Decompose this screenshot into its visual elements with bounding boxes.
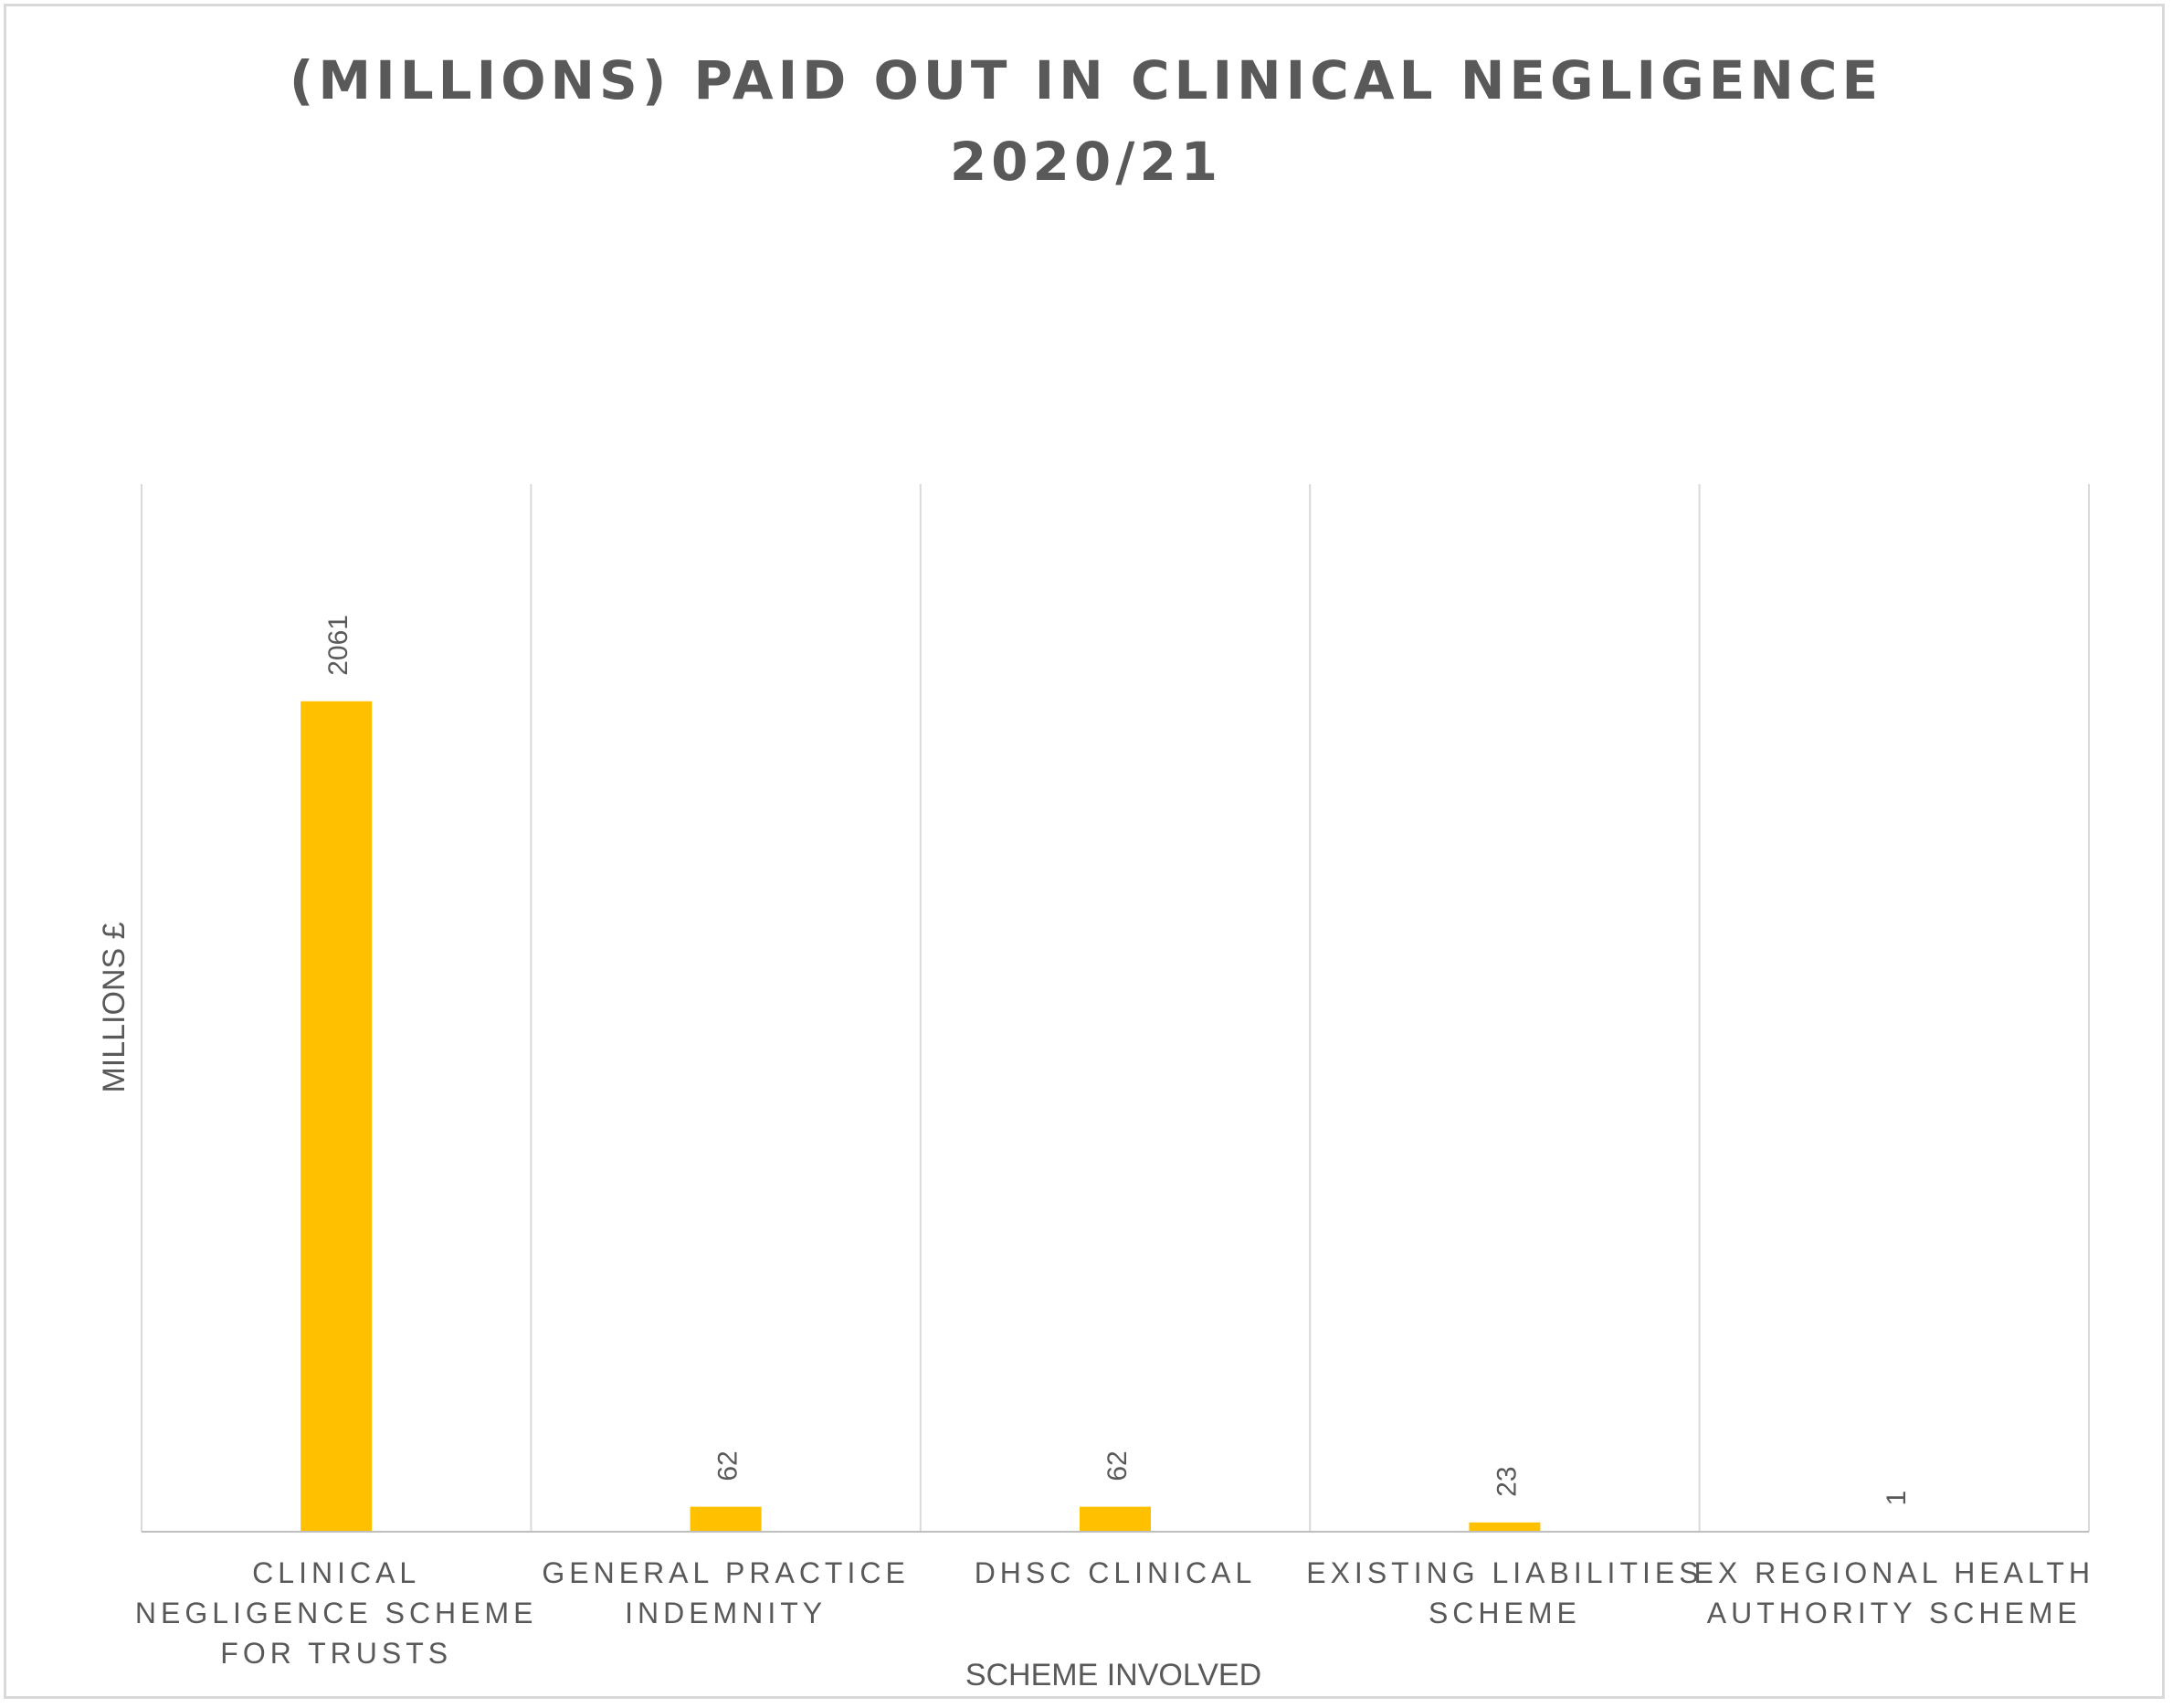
x-tick-label: SCHEME (1429, 1597, 1581, 1629)
y-axis-title: MILLIONS £ (97, 922, 132, 1092)
bar (300, 701, 373, 1532)
x-tick-label: FOR TRUSTS (220, 1637, 452, 1670)
bar (1469, 1522, 1541, 1532)
x-tick-label: DHSC CLINICAL (975, 1556, 1257, 1589)
category-gridlines (141, 484, 2090, 1532)
x-tick-label: INDEMNITY (625, 1597, 827, 1629)
bars (300, 701, 1930, 1532)
chart-title-line-1: (MILLIONS) PAID OUT IN CLINICAL NEGLIGEN… (290, 49, 1882, 111)
data-label: 62 (1102, 1450, 1133, 1481)
data-label: 62 (713, 1450, 743, 1481)
bar (1080, 1506, 1151, 1532)
x-tick-label: EXISTING LIABILITIES (1306, 1556, 1703, 1589)
x-axis-title: SCHEME INVOLVED (965, 1658, 1261, 1692)
x-tick-label: EX REGIONAL HEALTH (1694, 1556, 2095, 1589)
data-label: 1 (1882, 1491, 1912, 1506)
data-label: 2061 (323, 615, 353, 676)
data-label: 23 (1492, 1466, 1522, 1496)
x-tick-label: GENERAL PRACTICE (542, 1556, 909, 1589)
data-labels: 2061 62 62 23 1 (323, 615, 1912, 1506)
bar (690, 1506, 762, 1532)
x-tick-label: CLINICAL (252, 1556, 420, 1589)
chart-title-line-2: 2020/21 (950, 131, 1222, 193)
x-tick-label: NEGLIGENCE SCHEME (135, 1597, 538, 1629)
x-tick-label: AUTHORITY SCHEME (1707, 1597, 2082, 1629)
x-tick-labels: CLINICAL NEGLIGENCE SCHEME FOR TRUSTS GENER… (135, 1556, 2095, 1670)
